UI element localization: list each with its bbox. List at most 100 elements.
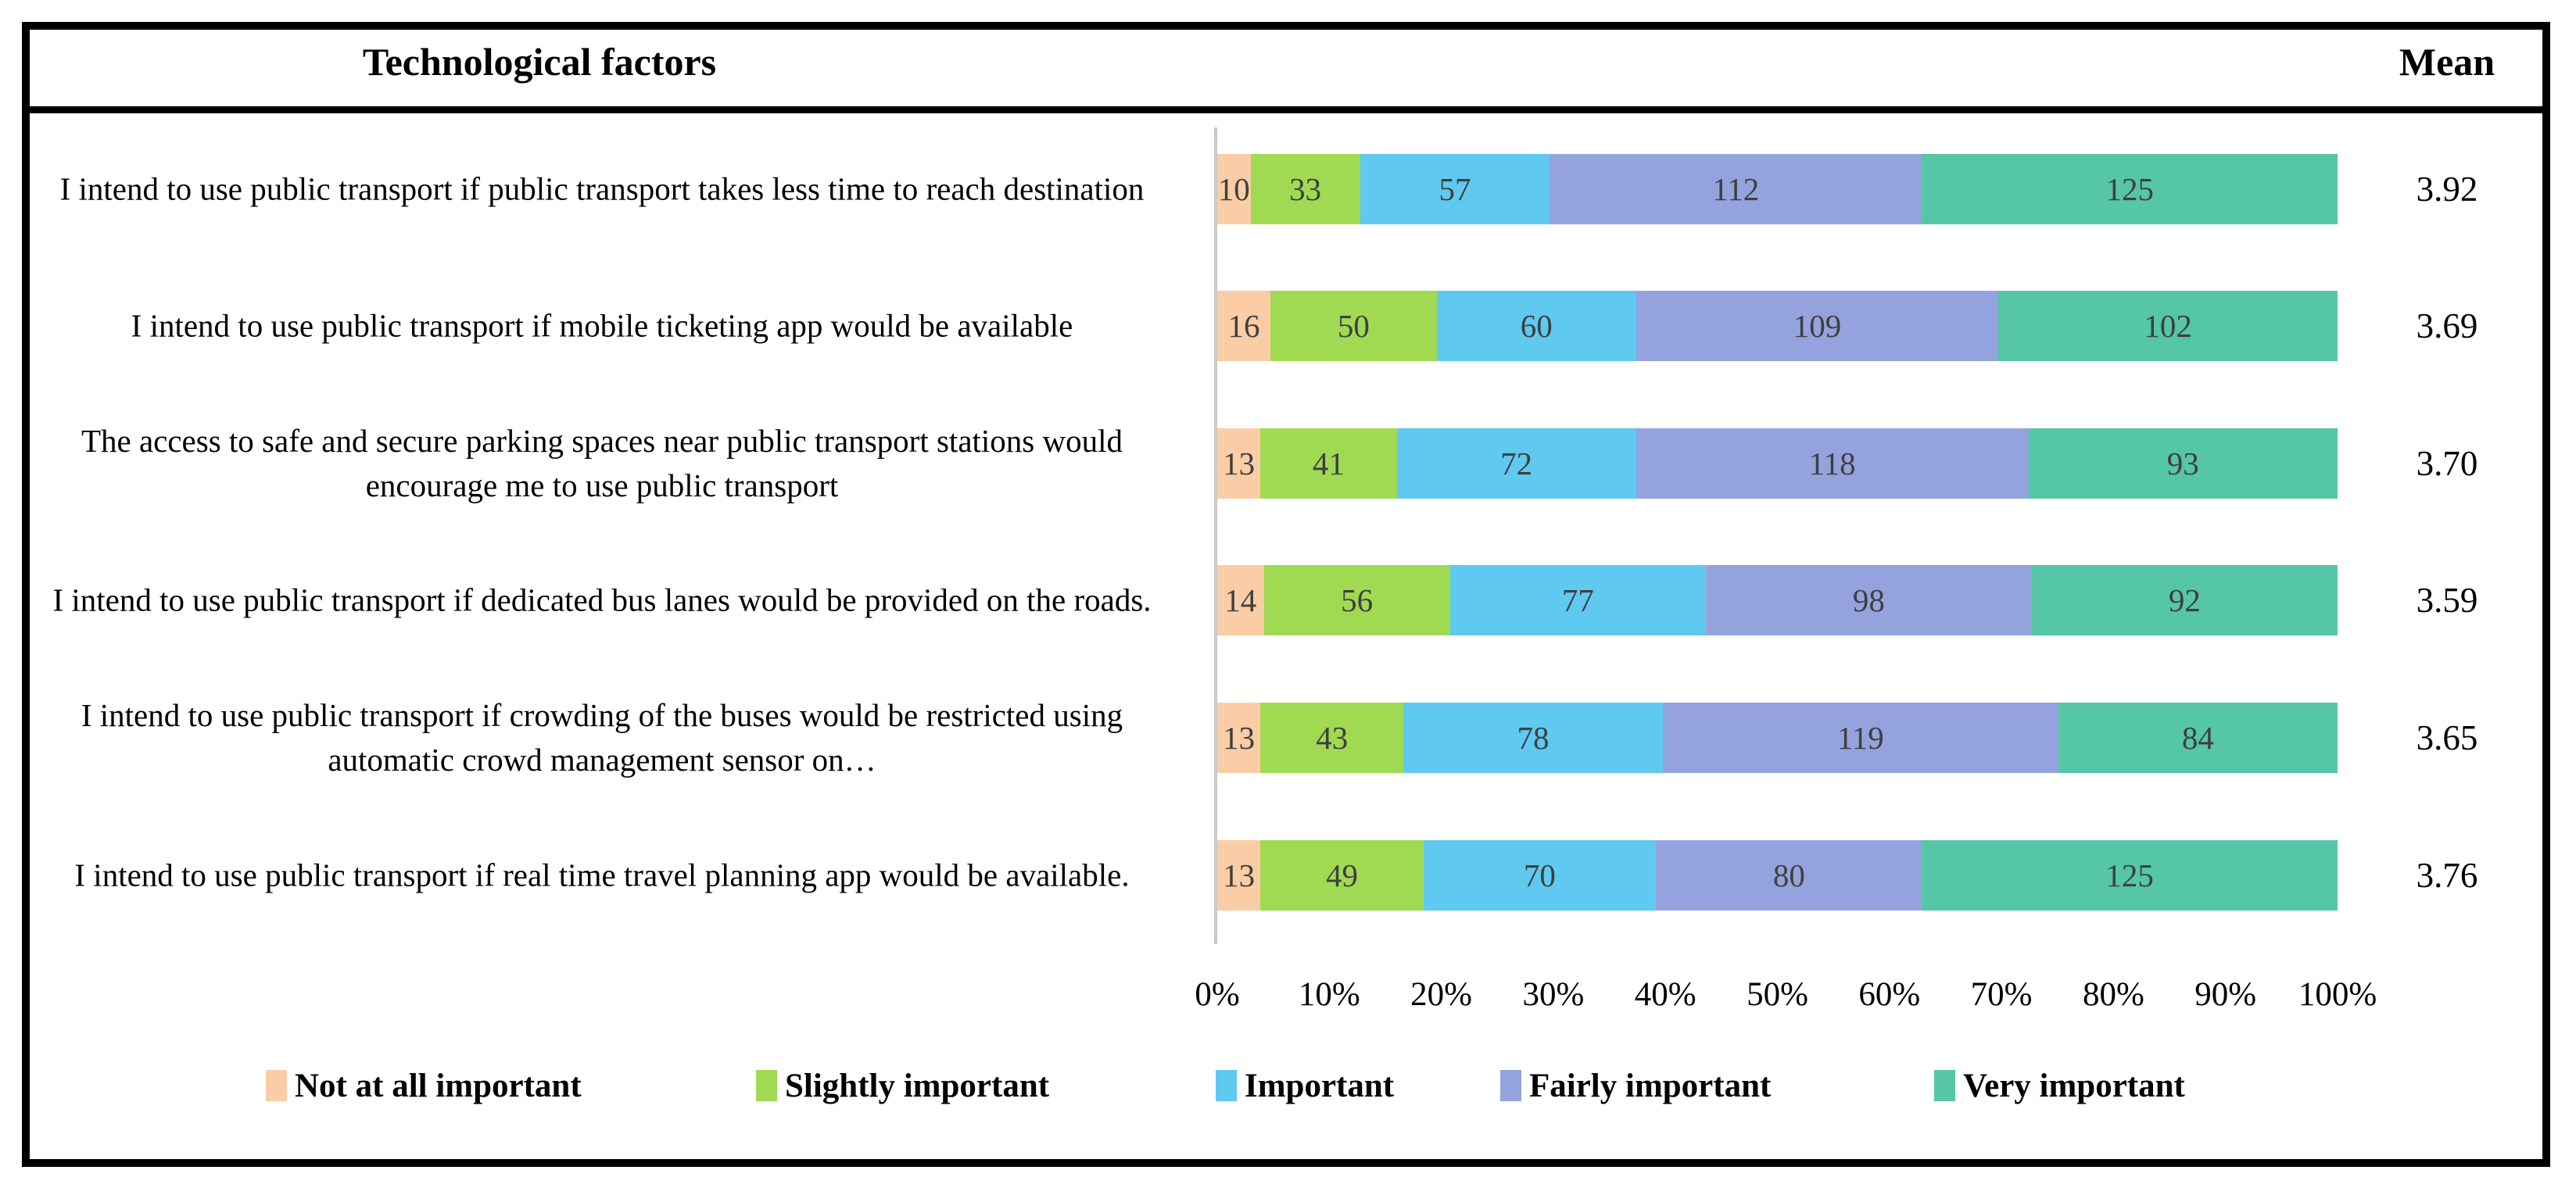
category-label: I intend to use public transport if real… xyxy=(74,857,1130,893)
legend-label: Slightly important xyxy=(785,1067,1050,1104)
bar-segment: 41 xyxy=(1260,428,1397,499)
x-axis-tick-label: 20% xyxy=(1410,976,1472,1013)
stacked-bar: 13 41 72 118 93 xyxy=(1217,428,2338,499)
segment-value: 13 xyxy=(1223,857,1256,893)
segment-value: 78 xyxy=(1517,720,1550,756)
chart-title: Technological factors xyxy=(362,40,717,84)
legend-item: Important xyxy=(1216,1061,1394,1110)
legend-label: Important xyxy=(1245,1067,1395,1104)
legend-label: Not at all important xyxy=(295,1067,582,1104)
segment-value: 84 xyxy=(2181,720,2214,756)
stacked-bar: 14 56 77 98 92 xyxy=(1217,565,2338,635)
x-axis-tick-label: 90% xyxy=(2194,976,2257,1013)
legend-swatch-icon xyxy=(1216,1070,1237,1101)
category-label: I intend to use public transport if dedi… xyxy=(52,581,1152,618)
table-frame xyxy=(22,22,2550,1167)
mean-column-header: Mean xyxy=(2399,40,2495,84)
segment-value: 13 xyxy=(1223,720,1256,756)
bar-segment: 13 xyxy=(1217,428,1261,499)
x-axis-tick-label: 100% xyxy=(2298,976,2377,1013)
bar-segment: 50 xyxy=(1270,291,1437,361)
bar-segment: 109 xyxy=(1636,291,1999,361)
x-axis-tick-label: 10% xyxy=(1298,976,1360,1013)
category-label: I intend to use public transport if mobi… xyxy=(131,307,1073,344)
segment-value: 118 xyxy=(1808,446,1856,481)
legend-swatch-icon xyxy=(266,1070,287,1101)
legend-swatch-icon xyxy=(756,1070,777,1101)
legend-item: Not at all important xyxy=(266,1061,582,1110)
x-axis-tick-label: 80% xyxy=(2082,976,2144,1013)
bar-segment: 57 xyxy=(1360,154,1550,224)
y-axis-line xyxy=(1214,127,1217,944)
bar-segment: 98 xyxy=(1706,565,2032,635)
category-label: I intend to use public transport if crow… xyxy=(81,697,1123,778)
mean-value: 3.70 xyxy=(2416,444,2478,483)
segment-value: 41 xyxy=(1312,446,1345,481)
x-axis-tick-label: 50% xyxy=(1747,976,1808,1013)
segment-value: 119 xyxy=(1836,720,1884,756)
segment-value: 14 xyxy=(1224,582,1257,618)
stacked-bar: 16 50 60 109 102 xyxy=(1217,291,2338,361)
bar-segment: 16 xyxy=(1217,291,1271,361)
segment-value: 49 xyxy=(1325,857,1358,893)
bar-segment: 78 xyxy=(1403,703,1663,773)
bar-segment: 72 xyxy=(1396,428,1636,499)
legend-item: Very important xyxy=(1934,1061,2185,1110)
stacked-bar: 13 49 70 80 125 xyxy=(1217,840,2338,911)
segment-value: 72 xyxy=(1500,446,1533,481)
legend-swatch-icon xyxy=(1934,1070,1955,1101)
legend-label: Fairly important xyxy=(1529,1067,1772,1104)
bar-segment: 13 xyxy=(1217,840,1261,911)
x-axis-tick-label: 60% xyxy=(1858,976,1921,1013)
mean-value: 3.59 xyxy=(2416,581,2478,620)
bar-segment: 125 xyxy=(1922,154,2338,224)
segment-value: 60 xyxy=(1520,308,1553,344)
mean-value: 3.65 xyxy=(2416,718,2478,757)
bar-segment: 80 xyxy=(1656,840,1922,911)
segment-value: 102 xyxy=(2144,308,2192,344)
segment-value: 112 xyxy=(1712,171,1760,207)
stacked-bar: 10 33 57 112 125 xyxy=(1217,154,2338,224)
segment-value: 16 xyxy=(1227,308,1260,344)
segment-value: 109 xyxy=(1793,308,1842,344)
segment-value: 70 xyxy=(1523,857,1556,893)
bar-segment: 70 xyxy=(1423,840,1657,911)
segment-value: 92 xyxy=(2168,582,2201,618)
segment-value: 10 xyxy=(1217,171,1250,207)
bar-segment: 60 xyxy=(1436,291,1636,361)
x-axis-tick-label: 30% xyxy=(1522,976,1585,1013)
bar-segment: 92 xyxy=(2031,565,2338,635)
segment-value: 33 xyxy=(1289,171,1322,207)
bar-segment: 14 xyxy=(1217,565,1264,635)
bar-segment: 119 xyxy=(1662,703,2058,773)
bar-segment: 125 xyxy=(1922,840,2338,911)
legend-swatch-icon xyxy=(1500,1070,1521,1101)
bar-segment: 84 xyxy=(2058,703,2338,773)
x-axis-tick-label: 0% xyxy=(1195,976,1240,1013)
mean-value: 3.76 xyxy=(2416,856,2478,895)
bar-segment: 56 xyxy=(1263,565,1450,635)
segment-value: 93 xyxy=(2166,446,2199,481)
legend-item: Fairly important xyxy=(1500,1061,1771,1110)
segment-value: 56 xyxy=(1341,582,1374,618)
bar-segment: 77 xyxy=(1449,565,1707,635)
segment-value: 98 xyxy=(1852,582,1885,618)
bar-segment: 118 xyxy=(1636,428,2029,499)
segment-value: 77 xyxy=(1561,582,1594,618)
segment-value: 57 xyxy=(1438,171,1471,207)
legend-item: Slightly important xyxy=(756,1061,1049,1110)
x-axis-tick-label: 70% xyxy=(1970,976,2033,1013)
legend-label: Very important xyxy=(1963,1067,2185,1104)
bar-segment: 33 xyxy=(1250,154,1360,224)
segment-value: 125 xyxy=(2105,857,2154,893)
bar-segment: 49 xyxy=(1260,840,1424,911)
bar-segment: 10 xyxy=(1217,154,1251,224)
segment-value: 80 xyxy=(1772,857,1805,893)
segment-value: 50 xyxy=(1337,308,1370,344)
segment-value: 13 xyxy=(1223,446,1256,481)
bar-segment: 112 xyxy=(1550,154,1922,224)
bar-segment: 13 xyxy=(1217,703,1261,773)
stacked-bar: 13 43 78 119 84 xyxy=(1217,703,2338,773)
x-axis-tick-label: 40% xyxy=(1634,976,1696,1013)
bar-segment: 43 xyxy=(1260,703,1404,773)
